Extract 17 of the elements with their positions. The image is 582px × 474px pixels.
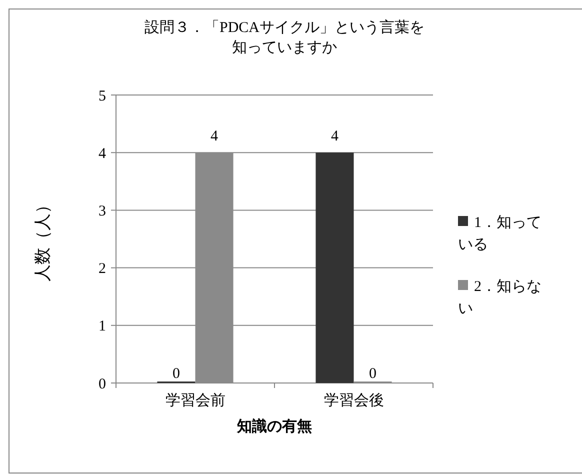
chart-title: 設問３．「PDCAサイクル」という言葉を知っていますか — [144, 19, 425, 56]
y-tick-label: 4 — [98, 146, 106, 162]
y-tick-label: 0 — [98, 376, 106, 392]
y-tick-label: 5 — [98, 88, 106, 104]
y-tick-label: 1 — [98, 318, 106, 335]
legend-label: 2．知らない — [458, 278, 542, 317]
x-tick-label: 学習会前 — [165, 392, 226, 409]
data-label: 4 — [330, 128, 339, 145]
y-axis-title: 人数（人） — [33, 196, 52, 282]
data-label: 0 — [172, 366, 180, 382]
x-tick-label: 学習会後 — [324, 392, 384, 409]
x-axis-title: 知識の有無 — [236, 418, 312, 435]
data-label: 4 — [210, 128, 219, 145]
y-tick-label: 2 — [98, 261, 106, 278]
data-label: 0 — [369, 366, 377, 382]
y-tick-label: 3 — [98, 203, 106, 220]
legend-label: 1．知っている — [458, 214, 542, 253]
